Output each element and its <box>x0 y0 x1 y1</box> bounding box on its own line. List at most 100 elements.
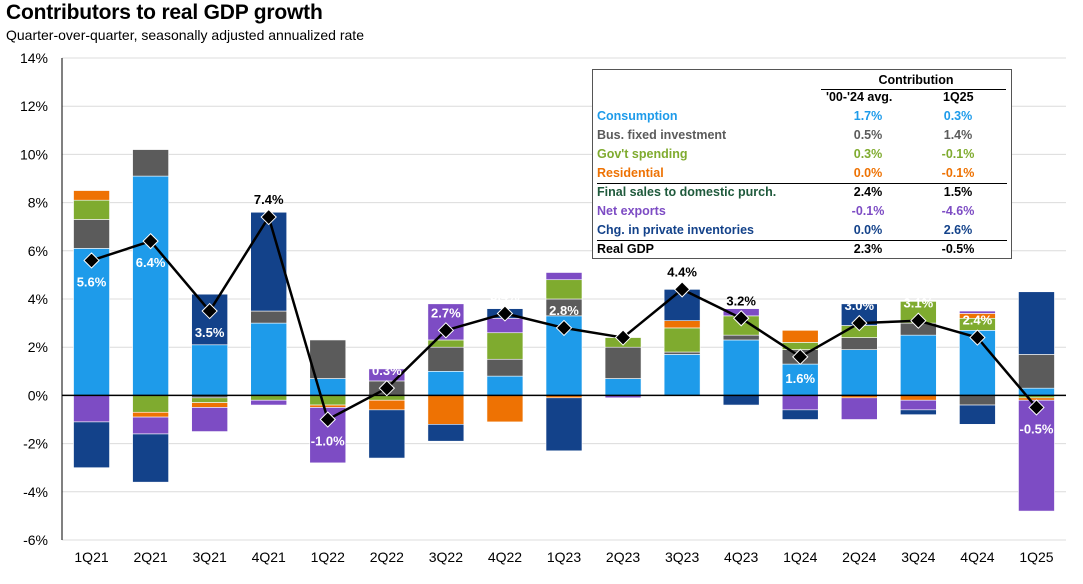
bar-segment <box>132 411 169 418</box>
legend-row: Net exports -0.1% -4.6% <box>593 203 1013 222</box>
real-gdp-label: 3.0% <box>844 298 874 313</box>
bar-segment <box>722 339 760 396</box>
bar-segment <box>309 395 347 406</box>
real-gdp-label: 2.4% <box>963 313 993 328</box>
legend-label: Residential <box>597 166 664 180</box>
separator-before-real-gdp <box>597 240 1007 241</box>
legend-row: Real GDP 2.3% -0.5% <box>593 241 1013 260</box>
legend-quarter-value: 2.6% <box>943 223 973 237</box>
bar-segment <box>73 421 110 469</box>
real-gdp-marker <box>673 281 691 298</box>
bar-segment <box>73 199 110 220</box>
bar-segment <box>73 190 110 201</box>
bar-segment <box>781 330 819 343</box>
bar-segment <box>191 402 228 408</box>
bar-segment <box>663 320 701 329</box>
bar-segment <box>368 399 406 411</box>
legend-avg-value: 0.5% <box>853 128 883 142</box>
x-tick-label: 4Q22 <box>488 549 522 565</box>
x-tick-label: 2Q24 <box>842 549 876 565</box>
legend-row: Residential 0.0% -0.1% <box>593 165 1013 184</box>
bar-segment <box>959 310 996 314</box>
bar-segment <box>250 310 288 324</box>
legend-quarter-value: 1.4% <box>943 128 973 142</box>
bars <box>73 149 1055 512</box>
legend-table: Contribution '00-'24 avg. 1Q25 Consumpti… <box>592 69 1012 259</box>
bar-segment <box>250 322 288 396</box>
y-tick-label: 6% <box>28 243 48 259</box>
legend-label: Consumption <box>597 109 678 123</box>
legend-avg-value: 0.0% <box>853 223 883 237</box>
x-tick-label: 4Q23 <box>724 549 758 565</box>
bar-segment <box>486 332 524 360</box>
legend-label: Bus. fixed investment <box>597 128 727 142</box>
bar-segment <box>368 409 406 459</box>
legend-row: Final sales to domestic purch. 2.4% 1.5% <box>593 184 1013 203</box>
real-gdp-marker <box>496 305 514 322</box>
real-gdp-label: 3.4% <box>490 288 520 303</box>
y-tick-label: 12% <box>20 98 48 114</box>
legend-quarter-value: -0.5% <box>941 242 975 256</box>
real-gdp-label: 2.8% <box>549 303 579 318</box>
real-gdp-label: 1.6% <box>785 371 815 386</box>
bar-segment <box>781 363 819 396</box>
bar-segment <box>486 358 524 377</box>
real-gdp-marker <box>732 310 750 327</box>
bar-segment <box>132 175 169 396</box>
bar-segment <box>486 375 524 396</box>
bar-segment <box>722 334 760 341</box>
chart-title: Contributors to real GDP growth <box>6 1 323 24</box>
real-gdp-line: 5.6% 6.4% 3.5% 7.4% -1.0% 0.3% 2.7% 3.4% 2.8% 2.4… <box>77 192 1054 448</box>
y-tick-label: 4% <box>28 291 48 307</box>
legend-quarter-value: 1.5% <box>943 185 973 199</box>
real-gdp-marker <box>142 232 159 250</box>
bar-segment <box>73 248 110 396</box>
legend-label: Chg. in private inventories <box>597 223 754 237</box>
real-gdp-label: 7.4% <box>254 192 284 207</box>
x-tick-label: 4Q21 <box>252 549 286 565</box>
bar-segment <box>663 327 701 353</box>
bar-segment <box>73 395 110 423</box>
bar-segment <box>840 349 878 396</box>
real-gdp-marker <box>969 329 986 346</box>
x-tick-label: 2Q21 <box>133 549 167 565</box>
y-tick-label: 14% <box>20 50 48 66</box>
x-tick-label: 3Q22 <box>429 549 463 565</box>
legend-avg-value: 2.3% <box>853 242 883 256</box>
legend-label: Net exports <box>597 204 666 218</box>
real-gdp-label: 3.1% <box>904 296 934 311</box>
real-gdp-label: -1.0% <box>311 434 345 449</box>
bar-segment <box>73 219 110 249</box>
bar-segment <box>840 397 878 420</box>
bar-segment <box>191 293 228 346</box>
real-gdp-label: 2.4% <box>608 313 638 328</box>
bar-segment <box>132 416 169 435</box>
real-gdp-label: -0.5% <box>1019 421 1053 436</box>
bar-segment <box>486 395 524 423</box>
x-tick-label: 2Q22 <box>370 549 404 565</box>
legend-row: Bus. fixed investment 0.5% 1.4% <box>593 127 1013 146</box>
x-tick-label: 1Q22 <box>311 549 345 565</box>
bar-segment <box>604 378 642 396</box>
real-gdp-marker <box>910 312 927 329</box>
bar-segment <box>781 409 819 420</box>
real-gdp-label: 4.4% <box>667 264 697 279</box>
legend-label: Gov't spending <box>597 147 688 161</box>
legend-label: Final sales to domestic purch. <box>597 185 777 199</box>
y-tick-label: 10% <box>20 146 48 162</box>
legend-avg-value: 0.0% <box>853 166 883 180</box>
y-tick-label: 0% <box>28 387 48 403</box>
real-gdp-label: 3.2% <box>726 293 756 308</box>
bar-segment <box>132 433 169 483</box>
legend-avg-value: 2.4% <box>853 185 883 199</box>
real-gdp-marker <box>792 348 809 366</box>
bar-segment <box>722 395 760 406</box>
bar-segment <box>604 346 642 379</box>
y-tick-label: -2% <box>23 436 48 452</box>
y-tick-label: 2% <box>28 339 48 355</box>
legend-quarter-value: 0.3% <box>943 109 973 123</box>
avg-column-header: '00-'24 avg. <box>826 90 893 104</box>
y-tick-label: 8% <box>28 195 48 211</box>
bar-segment <box>663 354 701 396</box>
bar-segment <box>132 149 169 177</box>
